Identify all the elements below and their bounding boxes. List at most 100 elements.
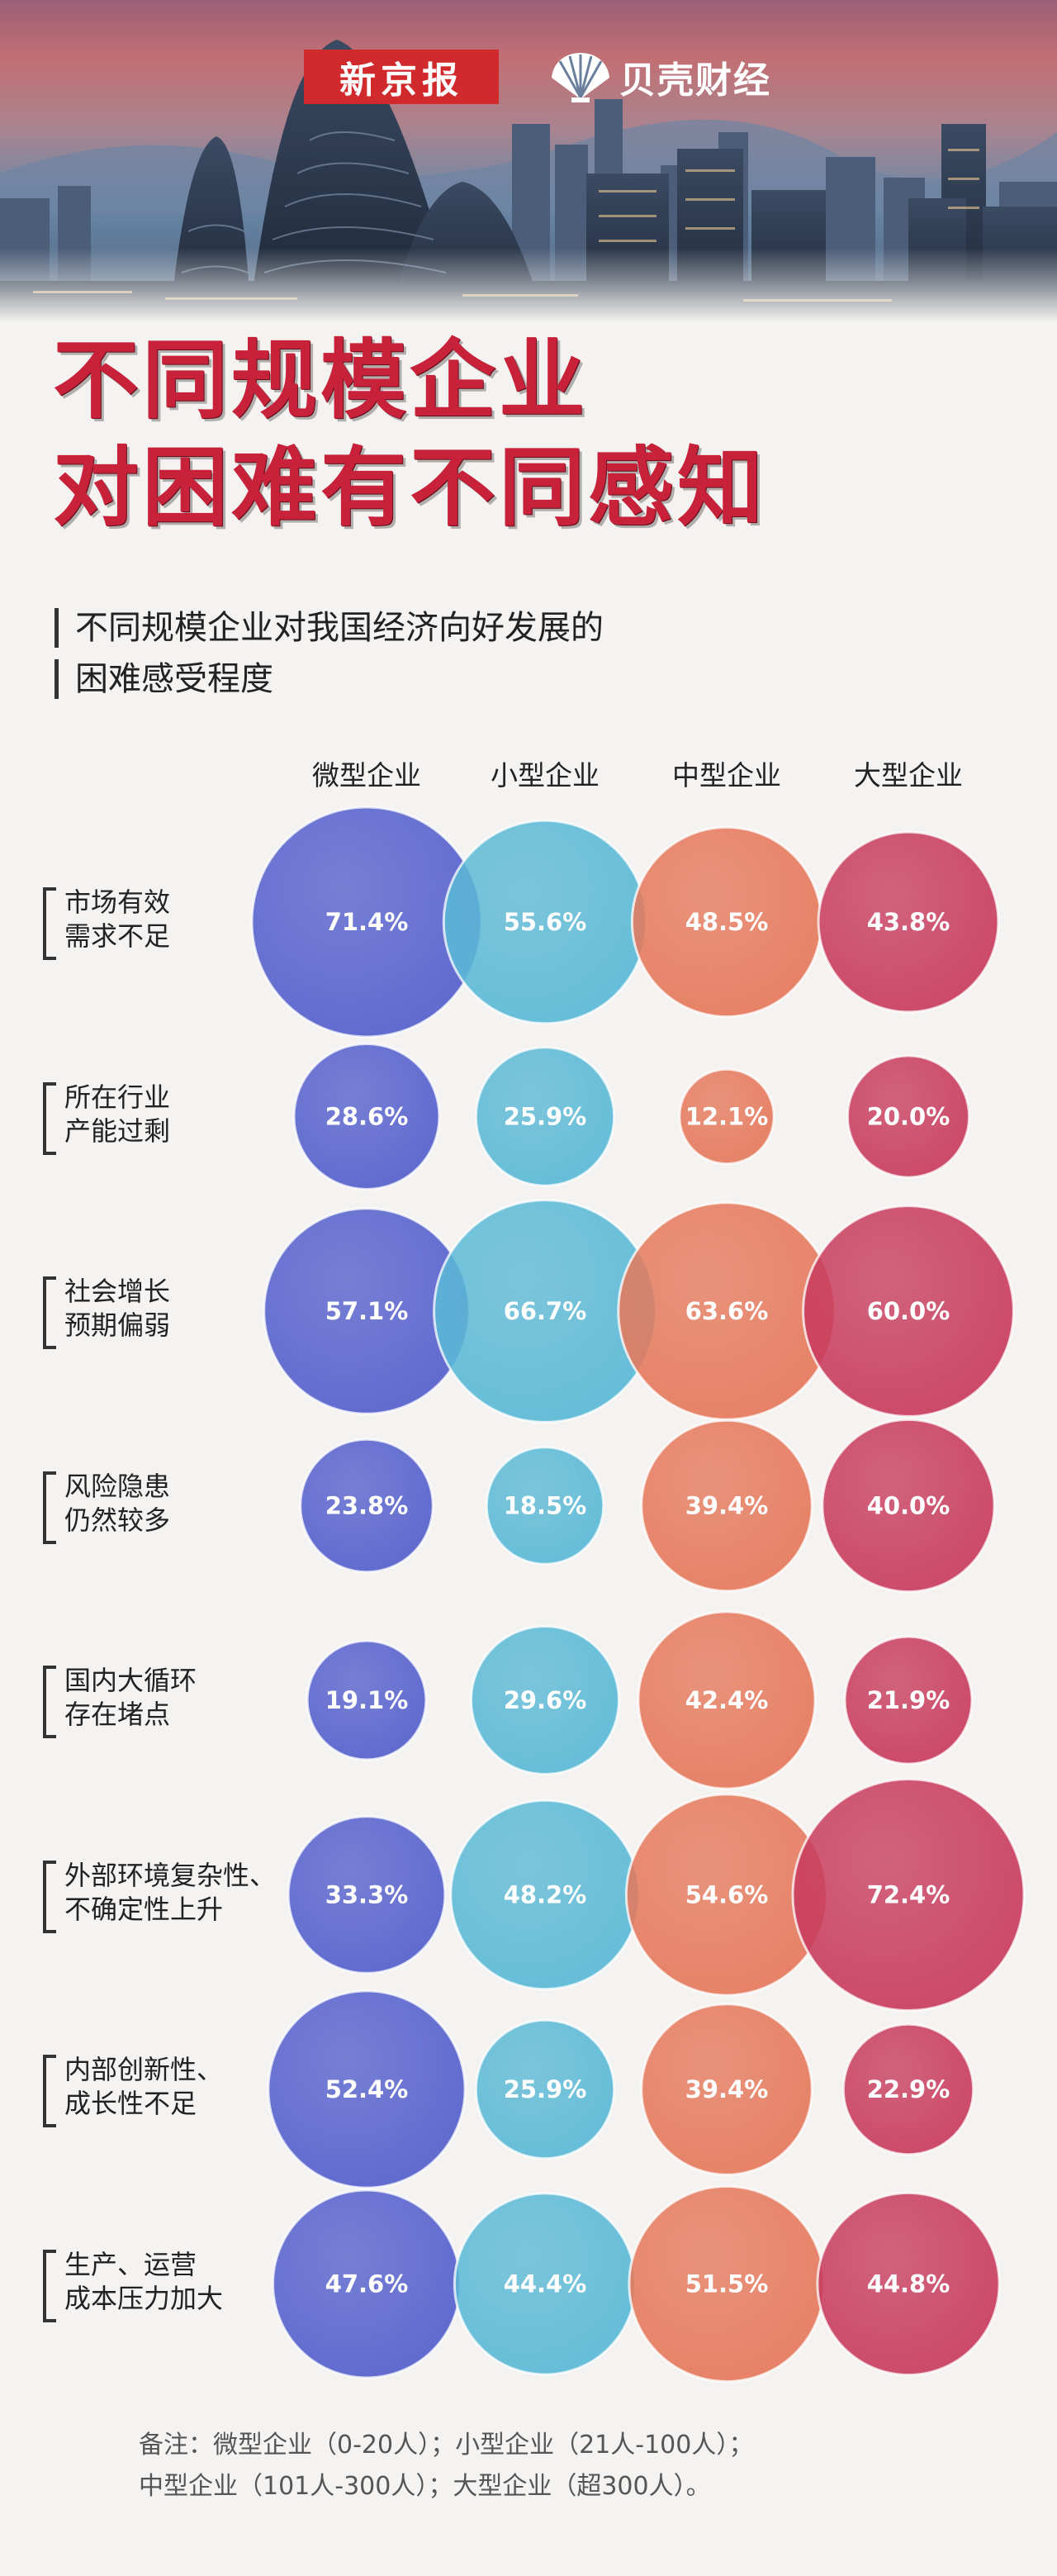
row-label-1: 市场有效 需求不足 — [43, 886, 301, 960]
row-label-line: 市场有效 — [64, 886, 171, 918]
row-label-line: 风险隐患 — [64, 1470, 171, 1502]
value-label-micro-row-3: 57.1% — [325, 1297, 409, 1325]
bubble-medium-row-5 — [637, 1610, 817, 1790]
bubble-micro-row-4 — [299, 1438, 434, 1574]
value-label-medium-row-7: 39.4% — [685, 2075, 769, 2103]
row-label-6: 外部环境复杂性、 不确定性上升 — [43, 1859, 301, 1933]
bubble-medium-row-7 — [640, 2003, 813, 2176]
row-bracket — [43, 1471, 56, 1544]
value-label-micro-row-5: 19.1% — [325, 1686, 409, 1714]
value-label-medium-row-3: 63.6% — [685, 1297, 769, 1325]
column-label-small: 小型企业 — [491, 759, 600, 791]
value-label-small-row-8: 44.4% — [504, 2270, 587, 2298]
bubble-small-row-2 — [474, 1046, 616, 1187]
column-labels: 微型企业 小型企业 中型企业 大型企业 — [312, 759, 963, 791]
value-label-large-row-8: 44.8% — [867, 2270, 950, 2298]
bubble-micro-row-7 — [267, 1989, 467, 2189]
bubble-large-row-8 — [816, 2191, 1001, 2377]
column-label-large: 大型企业 — [854, 759, 963, 791]
row-label-line: 需求不足 — [64, 920, 171, 952]
bubble-small-row-7 — [474, 2018, 616, 2160]
bubble-micro-row-5 — [306, 1639, 428, 1761]
row-bracket — [43, 887, 56, 960]
row-label-text: 风险隐患 仍然较多 — [64, 1470, 301, 1538]
row-bracket — [43, 2055, 56, 2127]
value-label-small-row-7: 25.9% — [504, 2075, 587, 2103]
value-label-micro-row-6: 33.3% — [325, 1881, 409, 1909]
bubble-large-row-1 — [817, 830, 1000, 1014]
row-label-text: 外部环境复杂性、 不确定性上升 — [64, 1859, 301, 1927]
row-label-text: 社会增长 预期偏弱 — [64, 1275, 301, 1343]
bubble-large-row-7 — [841, 2022, 975, 2156]
chart-title-line-1: 不同规模企业对我国经济向好发展的 — [55, 608, 604, 648]
finance-brand: 贝壳财经 — [547, 50, 771, 104]
footnote-line-2: 中型企业（101人-300人）；大型企业（超300人）。 — [139, 2472, 711, 2501]
value-label-medium-row-5: 42.4% — [685, 1686, 769, 1714]
row-label-4: 风险隐患 仍然较多 — [43, 1470, 301, 1544]
column-label-medium: 中型企业 — [672, 759, 781, 791]
city-skyline-illustration — [0, 40, 1057, 322]
value-label-small-row-3: 66.7% — [504, 1297, 587, 1325]
value-label-small-row-1: 55.6% — [504, 908, 587, 936]
value-label-large-row-7: 22.9% — [867, 2075, 950, 2103]
value-label-medium-row-1: 48.5% — [685, 908, 769, 936]
row-label-line: 生产、运营 — [64, 2248, 197, 2280]
row-label-line: 成长性不足 — [64, 2088, 197, 2119]
row-bracket — [43, 1081, 56, 1155]
header-banner: 新京报 贝壳财经 — [0, 0, 1057, 322]
headline-line-1: 不同规模企业 — [53, 330, 589, 430]
chart-title-line-2: 困难感受程度 — [55, 659, 273, 699]
row-label-text: 市场有效 需求不足 — [64, 886, 301, 953]
value-label-micro-row-2: 28.6% — [325, 1103, 409, 1131]
row-label-line: 成本压力加大 — [64, 2282, 224, 2314]
row-label-2: 所在行业 产能过剩 — [43, 1081, 301, 1155]
value-label-large-row-5: 21.9% — [867, 1686, 950, 1714]
row-label-line: 产能过剩 — [64, 1115, 171, 1147]
row-label-line: 内部创新性、 — [64, 2054, 224, 2085]
row-label-text: 生产、运营 成本压力加大 — [64, 2248, 301, 2316]
row-label-text: 国内大循环 存在堵点 — [64, 1664, 301, 1732]
bubble-small-row-5 — [470, 1625, 620, 1775]
value-label-medium-row-4: 39.4% — [685, 1492, 769, 1520]
bubble-small-row-4 — [485, 1446, 605, 1566]
bubble-large-row-5 — [843, 1635, 974, 1766]
newspaper-logo: 新京报 — [304, 50, 499, 104]
bubble-large-row-2 — [846, 1054, 971, 1179]
value-label-large-row-1: 43.8% — [867, 908, 950, 936]
value-label-small-row-5: 29.6% — [504, 1686, 587, 1714]
row-label-8: 生产、运营 成本压力加大 — [43, 2248, 301, 2322]
value-labels: 71.4% 55.6% 48.5% 43.8% 28.6% 25.9% 12.1% 20.0%… — [325, 908, 950, 2298]
row-label-line: 仍然较多 — [64, 1504, 171, 1536]
row-label-line: 所在行业 — [64, 1081, 171, 1113]
bubble-medium-row-4 — [640, 1419, 813, 1593]
row-label-line: 不确定性上升 — [64, 1893, 224, 1925]
value-label-micro-row-1: 71.4% — [325, 908, 409, 936]
headline-line-2: 对困难有不同感知 — [53, 437, 767, 538]
row-bracket — [43, 1666, 56, 1738]
shell-icon — [552, 53, 609, 102]
value-label-large-row-4: 40.0% — [867, 1492, 950, 1520]
row-label-line: 国内大循环 — [64, 1665, 197, 1696]
bubble-large-row-4 — [821, 1418, 996, 1594]
footnote-line-1: 备注：微型企业（0-20人）；小型企业（21人-100人）； — [139, 2431, 754, 2460]
row-label-line: 外部环境复杂性、 — [64, 1859, 277, 1891]
row-label-text: 所在行业 产能过剩 — [64, 1081, 301, 1148]
value-label-medium-row-6: 54.6% — [685, 1881, 769, 1909]
value-label-small-row-6: 48.2% — [504, 1881, 587, 1909]
column-label-micro: 微型企业 — [312, 759, 421, 791]
bubble-micro-row-6 — [287, 1815, 447, 1975]
bubble-medium-row-2 — [678, 1067, 775, 1166]
row-label-5: 国内大循环 存在堵点 — [43, 1664, 301, 1738]
row-label-3: 社会增长 预期偏弱 — [43, 1275, 301, 1349]
value-label-large-row-2: 20.0% — [867, 1103, 950, 1131]
value-label-medium-row-2: 12.1% — [685, 1103, 769, 1131]
row-label-line: 存在堵点 — [64, 1699, 171, 1730]
value-label-small-row-4: 18.5% — [504, 1492, 587, 1520]
bubble-large-row-6 — [791, 1778, 1026, 2012]
row-label-text: 内部创新性、 成长性不足 — [64, 2053, 301, 2121]
row-bracket — [43, 1276, 56, 1349]
value-label-large-row-6: 72.4% — [867, 1881, 950, 1909]
finance-brand-name: 贝壳财经 — [619, 59, 771, 102]
value-label-large-row-3: 60.0% — [867, 1297, 950, 1325]
